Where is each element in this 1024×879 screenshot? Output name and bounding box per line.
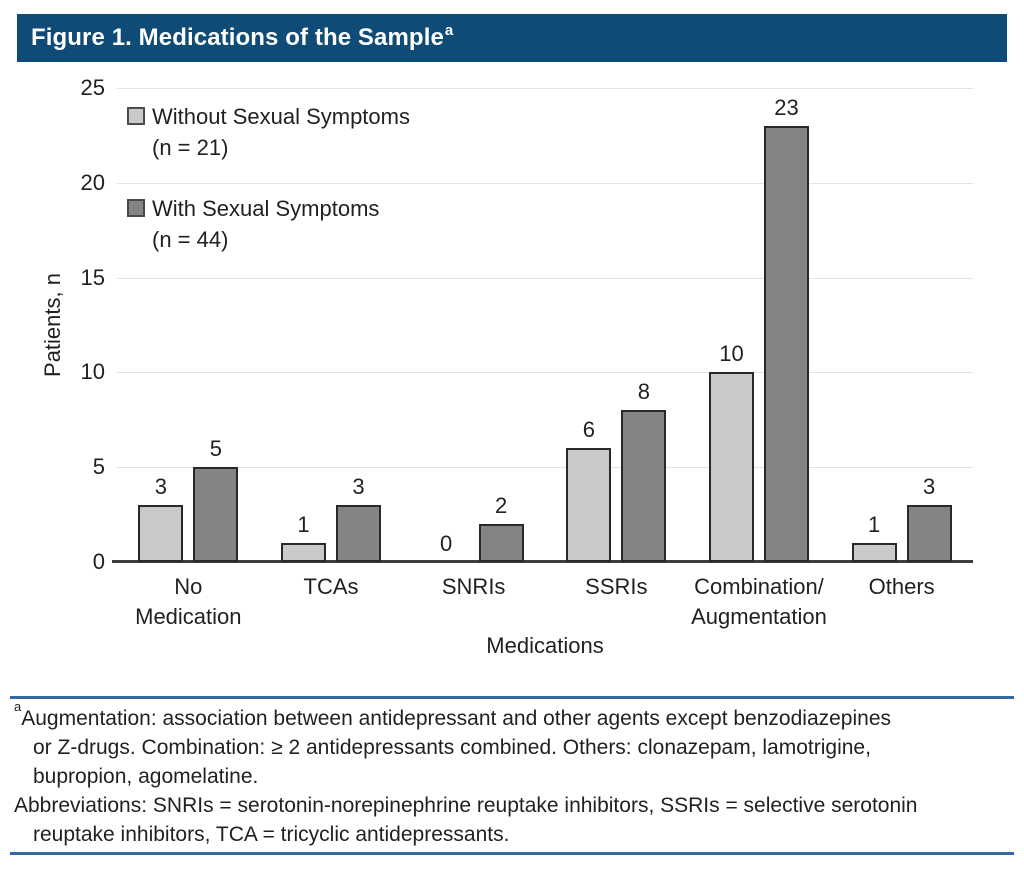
legend-label: Without Sexual Symptoms (n = 21) [152, 104, 410, 160]
footnote-bottom-rule [10, 852, 1014, 855]
bar [621, 410, 667, 562]
legend-label: With Sexual Symptoms (n = 44) [152, 196, 380, 252]
bar-value-label: 2 [495, 493, 508, 518]
gridline [117, 88, 973, 89]
legend-swatch [127, 199, 145, 217]
x-axis-category-label: SSRIs [585, 574, 648, 599]
x-axis-line [112, 560, 973, 563]
bar [851, 543, 897, 562]
y-axis-tick-label: 20 [80, 169, 105, 195]
gridline [117, 372, 973, 374]
x-axis-title: Medications [486, 633, 604, 658]
x-axis-category-label: Others [868, 574, 935, 599]
footnote-line: reuptake inhibitors, TCA = tricyclic ant… [33, 823, 510, 846]
figure-title-bar: Figure 1. Medications of the Sample a [17, 14, 1007, 62]
bar [566, 448, 612, 562]
x-axis-category-label: No Medication [135, 574, 242, 629]
bar-value-label: 8 [637, 379, 650, 404]
x-axis-category-label: SNRIs [441, 574, 506, 599]
bar [478, 524, 524, 562]
bar-value-label: 1 [868, 512, 881, 537]
legend-swatch [127, 107, 145, 125]
y-axis-tick-label: 25 [80, 75, 105, 100]
x-axis-category-label: Combination/Augmentation [691, 574, 827, 629]
footnote-superscript: a [14, 699, 22, 714]
bar-value-label: 23 [774, 95, 799, 120]
bar-value-label: 0 [440, 531, 453, 556]
bar [764, 126, 809, 562]
bar [138, 505, 184, 562]
legend-item: With Sexual Symptoms (n = 44) [127, 193, 379, 255]
bar-value-label: 10 [719, 341, 744, 366]
gridline [117, 277, 973, 279]
y-axis-tick-label: 5 [92, 454, 105, 480]
y-axis-tick-label: 0 [92, 549, 105, 574]
footnote-top-rule [10, 696, 1014, 699]
footnote-line: bupropion, agomelatine. [33, 765, 259, 788]
bar-value-label: 1 [297, 512, 310, 537]
bar-value-label: 5 [209, 436, 222, 461]
bar [193, 467, 239, 562]
bar [906, 505, 952, 562]
footnote-line: aAugmentation: association between antid… [14, 699, 892, 730]
figure-title: Figure 1. Medications of the Sample [31, 24, 444, 51]
bar [281, 543, 326, 562]
gridline [117, 467, 973, 469]
bar [336, 505, 381, 562]
y-axis-tick-label: 15 [80, 264, 105, 290]
bar-value-label: 6 [582, 417, 595, 442]
gridline [117, 182, 973, 184]
bar-value-label: 3 [352, 474, 365, 499]
y-axis-tick-label: 10 [80, 359, 105, 385]
y-axis-title: Patients, n [40, 273, 65, 377]
bar-value-label: 3 [923, 474, 936, 499]
footnotes: aAugmentation: association between antid… [14, 699, 1016, 849]
bar [709, 372, 754, 562]
footnote-line: or Z-drugs. Combination: ≥ 2 antidepress… [33, 736, 871, 759]
legend-item: Without Sexual Symptoms (n = 21) [127, 101, 410, 163]
x-axis-category-label: TCAs [303, 574, 359, 599]
bar-value-label: 3 [154, 474, 167, 499]
footnote-line: Abbreviations: SNRIs = serotonin-norepin… [14, 794, 918, 817]
